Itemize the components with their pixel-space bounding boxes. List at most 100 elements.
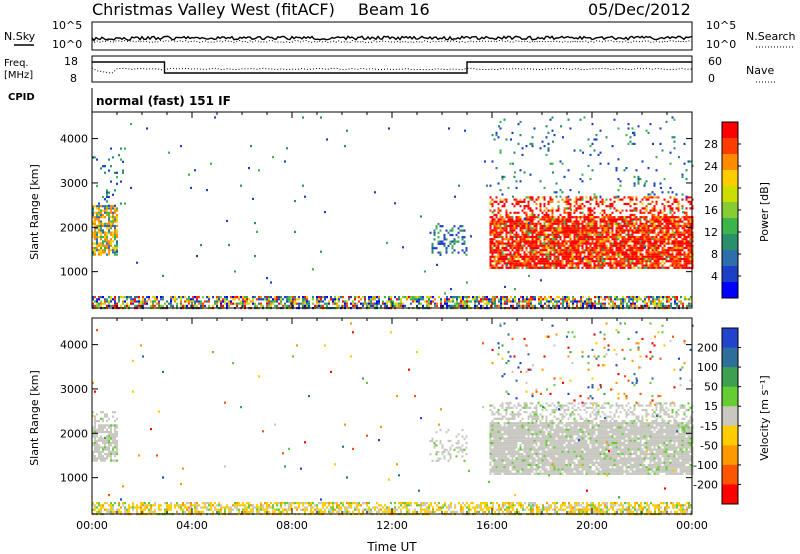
- range-cell: [525, 266, 528, 269]
- range-cell: [384, 504, 386, 507]
- range-cell: [527, 238, 530, 241]
- range-cell: [114, 296, 116, 299]
- range-cell: [466, 298, 468, 301]
- range-cell: [511, 249, 514, 252]
- range-cell: [627, 262, 630, 265]
- range-cell: [100, 209, 102, 212]
- range-cell: [503, 227, 506, 230]
- range-cell: [553, 229, 556, 232]
- range-cell: [148, 298, 150, 301]
- range-cell: [499, 266, 502, 269]
- range-cell: [158, 506, 160, 509]
- range-cell: [611, 218, 614, 221]
- range-cell: [493, 218, 496, 221]
- range-cell: [592, 302, 594, 305]
- range-cell: [388, 127, 390, 130]
- range-cell: [621, 198, 624, 201]
- range-cell: [673, 140, 676, 143]
- range-cell: [106, 304, 108, 307]
- range-cell: [540, 300, 542, 303]
- range-cell: [170, 508, 172, 511]
- range-cell: [537, 244, 540, 247]
- range-cell: [662, 302, 664, 305]
- range-cell: [332, 506, 334, 509]
- range-cell: [611, 238, 614, 241]
- range-cell: [654, 304, 656, 307]
- range-cell: [527, 235, 530, 239]
- range-cell: [561, 231, 564, 234]
- range-cell: [112, 246, 114, 250]
- range-cell: [527, 251, 530, 254]
- range-cell: [176, 510, 178, 513]
- range-cell: [144, 302, 146, 305]
- range-cell: [182, 296, 184, 299]
- range-cell: [306, 298, 308, 301]
- range-cell: [629, 251, 632, 254]
- range-cell: [98, 249, 100, 252]
- range-cell: [162, 298, 164, 301]
- range-cell: [535, 207, 538, 210]
- range-cell: [110, 437, 112, 440]
- range-cell: [256, 510, 258, 513]
- range-cell: [681, 207, 684, 210]
- range-cell: [532, 296, 534, 299]
- range-cell: [328, 302, 330, 305]
- range-cell: [234, 302, 236, 305]
- range-cell: [603, 260, 606, 263]
- range-cell: [639, 257, 642, 261]
- range-cell: [168, 506, 170, 509]
- range-cell: [324, 510, 326, 513]
- range-cell: [585, 233, 588, 236]
- range-cell: [154, 502, 156, 505]
- range-cell: [461, 238, 464, 241]
- range-cell: [645, 251, 648, 254]
- range-cell: [458, 184, 460, 187]
- range-cell: [110, 244, 112, 247]
- range-cell: [491, 229, 494, 232]
- range-cell: [546, 298, 548, 301]
- range-cell: [499, 218, 502, 221]
- range-cell: [322, 504, 324, 507]
- range-cell: [621, 251, 624, 254]
- range-cell: [569, 229, 572, 232]
- range-cell: [142, 302, 144, 305]
- range-cell: [522, 298, 524, 301]
- range-cell: [591, 260, 594, 263]
- range-cell: [602, 298, 604, 301]
- range-cell: [689, 216, 692, 219]
- range-cell: [112, 251, 114, 254]
- range-cell: [671, 202, 674, 206]
- range-cell: [639, 255, 642, 258]
- range-cell: [491, 205, 494, 208]
- range-cell: [581, 220, 584, 223]
- range-cell: [541, 231, 544, 234]
- range-cell: [540, 302, 542, 305]
- range-cell: [667, 255, 670, 258]
- range-cell: [396, 298, 398, 301]
- range-cell: [547, 147, 550, 150]
- range-cell: [330, 510, 332, 513]
- range-cell: [336, 504, 338, 507]
- range-cell: [681, 231, 684, 234]
- range-cell: [110, 459, 112, 462]
- range-cell: [610, 300, 612, 303]
- range-cell: [519, 238, 522, 241]
- range-cell: [531, 235, 534, 239]
- range-cell: [633, 218, 636, 221]
- range-cell: [666, 296, 668, 299]
- range-cell: [537, 251, 540, 254]
- range-cell: [364, 300, 366, 303]
- range-cell: [581, 246, 584, 250]
- range-cell: [637, 182, 640, 185]
- range-cell: [527, 242, 530, 245]
- range-cell: [650, 296, 652, 299]
- range-cell: [563, 231, 566, 234]
- range-cell: [515, 224, 518, 228]
- range-cell: [549, 220, 552, 223]
- range-cell: [563, 255, 566, 258]
- range-cell: [114, 233, 116, 236]
- range-cell: [100, 428, 102, 431]
- range-cell: [284, 504, 286, 507]
- range-cell: [652, 302, 654, 305]
- range-cell: [92, 156, 94, 159]
